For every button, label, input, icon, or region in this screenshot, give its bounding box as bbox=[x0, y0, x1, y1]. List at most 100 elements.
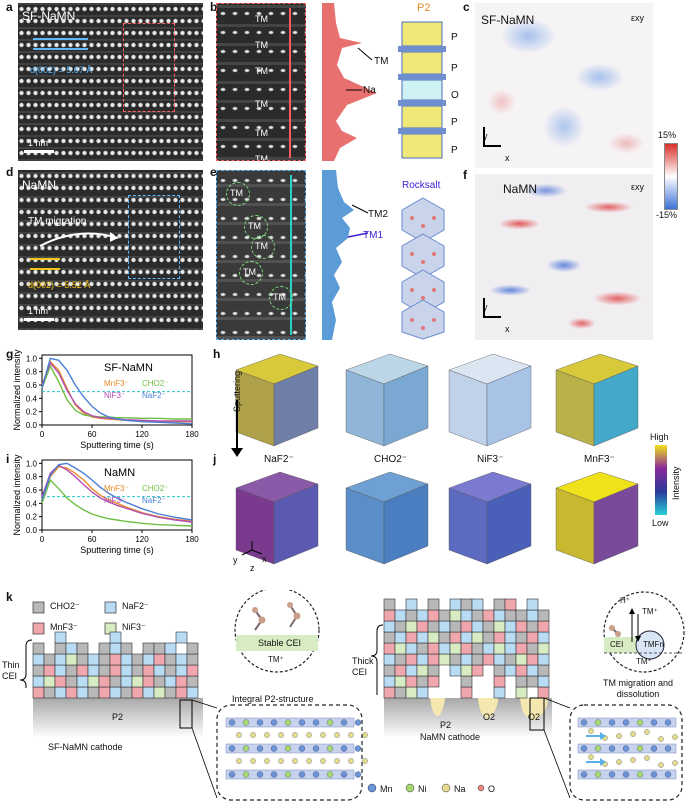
na-atom bbox=[630, 731, 636, 737]
cei-block bbox=[493, 653, 506, 666]
cei-block bbox=[526, 675, 539, 688]
cei-block bbox=[186, 686, 199, 699]
strain-symbol-c: εxy bbox=[631, 13, 645, 23]
left-cathode-label: SF-NaMN cathode bbox=[48, 742, 123, 752]
na-atom bbox=[264, 732, 270, 738]
colorbar-max: 15% bbox=[658, 130, 677, 140]
tm-atom bbox=[242, 719, 250, 726]
cei-block bbox=[175, 631, 188, 644]
cei-block bbox=[416, 631, 429, 644]
na-atom bbox=[588, 728, 594, 734]
cei-block bbox=[153, 686, 166, 699]
tm-atom bbox=[580, 771, 588, 778]
cei-block bbox=[449, 653, 462, 666]
tm-atom bbox=[594, 745, 602, 752]
cei-block bbox=[394, 664, 407, 677]
cei-block bbox=[120, 642, 133, 655]
na-atom bbox=[250, 758, 256, 764]
cei-block bbox=[383, 609, 396, 622]
x-tick-label: 60 bbox=[88, 535, 97, 544]
cei-block bbox=[493, 598, 506, 611]
legend-nif3: NiF3⁻ bbox=[104, 496, 125, 505]
cei-block bbox=[493, 609, 506, 622]
cei-block bbox=[493, 664, 506, 677]
cei-block bbox=[438, 631, 451, 644]
tm-circle bbox=[239, 261, 263, 285]
species-label: CHO2⁻ bbox=[374, 454, 408, 465]
cei-block bbox=[515, 664, 528, 677]
legend-naf2: NaF2⁻ bbox=[122, 601, 149, 611]
cei-block bbox=[54, 631, 67, 644]
integral-p2-label: Integral P2-structure bbox=[232, 694, 314, 704]
legend-naf2: NaF2⁻ bbox=[142, 496, 166, 505]
tm-circle bbox=[251, 235, 275, 259]
cei-block bbox=[164, 686, 177, 699]
cei-block bbox=[142, 642, 155, 655]
cei-block bbox=[142, 675, 155, 688]
cei-block bbox=[471, 609, 484, 622]
cei-block bbox=[131, 675, 144, 688]
y-tick-label: 1.0 bbox=[26, 354, 38, 363]
axis-x-f: x bbox=[505, 324, 510, 334]
tm-atom bbox=[270, 771, 278, 778]
panel-label-d: d bbox=[6, 165, 14, 179]
cei-block bbox=[416, 620, 429, 633]
cei-block bbox=[383, 631, 396, 644]
na-atom bbox=[278, 758, 284, 764]
na-atom bbox=[250, 732, 256, 738]
tm-atom bbox=[242, 771, 250, 778]
atom-label: TM bbox=[248, 221, 261, 231]
tm-atom bbox=[636, 745, 644, 752]
na-atom bbox=[630, 757, 636, 763]
cei-block bbox=[383, 653, 396, 666]
series-line bbox=[41, 357, 193, 425]
left-tm-label: TM⁺ bbox=[268, 655, 284, 664]
cei-block bbox=[405, 664, 418, 677]
o2-label-2: O2 bbox=[528, 712, 541, 722]
cube-surface-0 bbox=[235, 353, 319, 447]
scale-bar-a bbox=[24, 150, 54, 153]
cei-block bbox=[493, 675, 506, 688]
tm-atom bbox=[340, 745, 348, 752]
tm-atom bbox=[312, 745, 320, 752]
tm-atom bbox=[354, 719, 362, 726]
tm-atom bbox=[664, 745, 672, 752]
migration-arrow-icon bbox=[586, 758, 606, 766]
intensity-colorbar bbox=[655, 445, 667, 515]
cei-block bbox=[153, 675, 166, 688]
cei-block bbox=[131, 664, 144, 677]
intensity-high: High bbox=[650, 432, 669, 442]
thin-cei-label: Thin CEI bbox=[2, 660, 20, 681]
stacking-label: O bbox=[451, 90, 459, 101]
x-tick-label: 180 bbox=[185, 535, 199, 544]
sputtering-arrow-shaft bbox=[236, 400, 238, 450]
atom-label: TM bbox=[255, 40, 268, 50]
y-axis-label: Normalized intensity bbox=[12, 454, 22, 536]
cei-block bbox=[471, 620, 484, 633]
strain-colorbar bbox=[664, 143, 678, 210]
tm-atom bbox=[580, 745, 588, 752]
lattice-line-2 bbox=[33, 48, 88, 50]
cei-block bbox=[131, 686, 144, 699]
cei-block bbox=[460, 686, 473, 699]
y-tick-label: 0.0 bbox=[26, 421, 38, 430]
tm-atom bbox=[608, 771, 616, 778]
atom-label: TM bbox=[255, 241, 268, 251]
legend-nif3: NiF3⁻ bbox=[104, 391, 125, 400]
cei-block bbox=[515, 642, 528, 655]
tm-atom bbox=[354, 745, 362, 752]
na-atom bbox=[616, 759, 622, 765]
cei-block bbox=[416, 653, 429, 666]
tm-top-label: TM⁺ bbox=[642, 607, 658, 616]
rocksalt-title: Rocksalt bbox=[402, 180, 441, 191]
axis-y-c: y bbox=[483, 131, 488, 141]
cei-block bbox=[186, 653, 199, 666]
series-line bbox=[41, 361, 192, 422]
cei-block bbox=[427, 653, 440, 666]
na-atom bbox=[658, 762, 664, 768]
cei-block bbox=[394, 653, 407, 666]
tm-atom bbox=[622, 719, 630, 726]
cei-block bbox=[65, 686, 78, 699]
species-label: NaF2⁻ bbox=[264, 454, 294, 465]
line-profile-marker-cyan bbox=[290, 175, 292, 335]
